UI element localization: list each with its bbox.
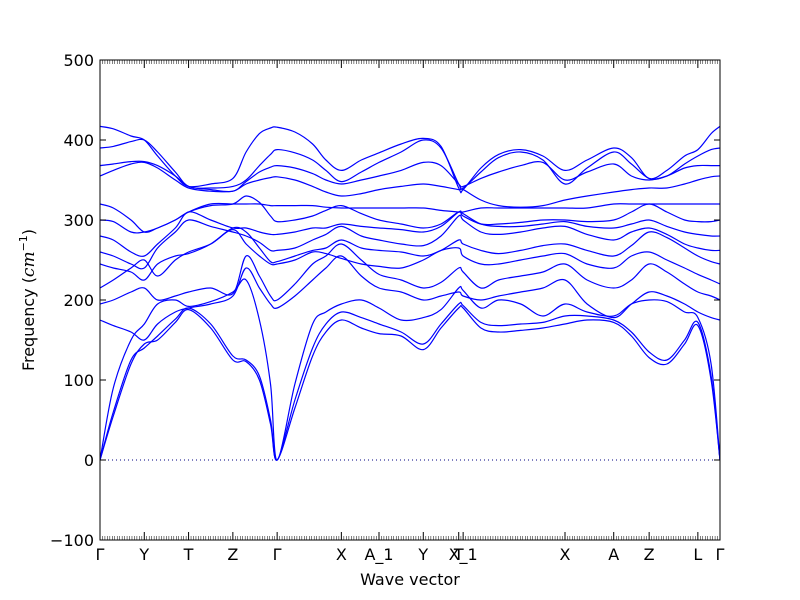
- x-tick-label: X_1: [449, 545, 478, 565]
- band-line-12: [100, 161, 720, 208]
- x-tick-label: T: [453, 545, 464, 564]
- x-axis: Γ Y T Z Γ X A_1 Y TX_1 X A Z L Γ: [96, 60, 725, 565]
- y-axis-label-unit: cm: [19, 251, 39, 277]
- x-tick-label: A_1: [364, 545, 393, 565]
- plot-area: [99, 59, 721, 541]
- x-tick-label: A: [608, 545, 619, 564]
- y-tick-label: 500: [63, 51, 94, 70]
- band-line-2: [100, 301, 720, 461]
- y-axis: −100 0 100 200 300 400 500: [50, 51, 720, 550]
- band-line-8: [100, 214, 720, 270]
- x-tick-label: Z: [227, 545, 238, 564]
- y-tick-label: 300: [63, 211, 94, 230]
- x-tick-label: X: [560, 545, 571, 564]
- x-tick-label: Y: [417, 545, 428, 564]
- y-axis-label-suffix: ): [19, 229, 38, 235]
- band-line-4: [100, 255, 720, 341]
- y-tick-label: −100: [50, 531, 94, 550]
- band-line-5: [100, 243, 720, 305]
- y-tick-label: 100: [63, 371, 94, 390]
- y-axis-label: Frequency (cm−1): [17, 229, 39, 371]
- y-axis-label-exponent: −1: [17, 235, 30, 251]
- x-tick-label: L: [693, 545, 702, 564]
- x-tick-label: T: [183, 545, 194, 564]
- band-lines: [100, 125, 720, 461]
- band-line-7: [100, 226, 720, 281]
- band-line-15: [100, 125, 720, 194]
- y-tick-label: 400: [63, 131, 94, 150]
- x-minor-ticks: [102, 60, 718, 540]
- x-tick-label: Γ: [716, 545, 725, 564]
- band-line-6: [100, 228, 720, 289]
- x-tick-label: X: [336, 545, 347, 564]
- y-tick-label: 0: [84, 451, 94, 470]
- x-tick-label: Γ: [96, 545, 105, 564]
- x-axis-label: Wave vector: [360, 570, 460, 589]
- y-axis-label-text: Frequency (cm−1): [17, 229, 39, 371]
- x-tick-label: Y: [138, 545, 149, 564]
- band-line-1: [100, 304, 720, 461]
- x-tick-label: Z: [644, 545, 655, 564]
- band-line-11: [100, 202, 720, 233]
- y-tick-label: 200: [63, 291, 94, 310]
- x-tick-label: Γ: [273, 545, 282, 564]
- y-axis-label-prefix: Frequency (: [19, 277, 38, 371]
